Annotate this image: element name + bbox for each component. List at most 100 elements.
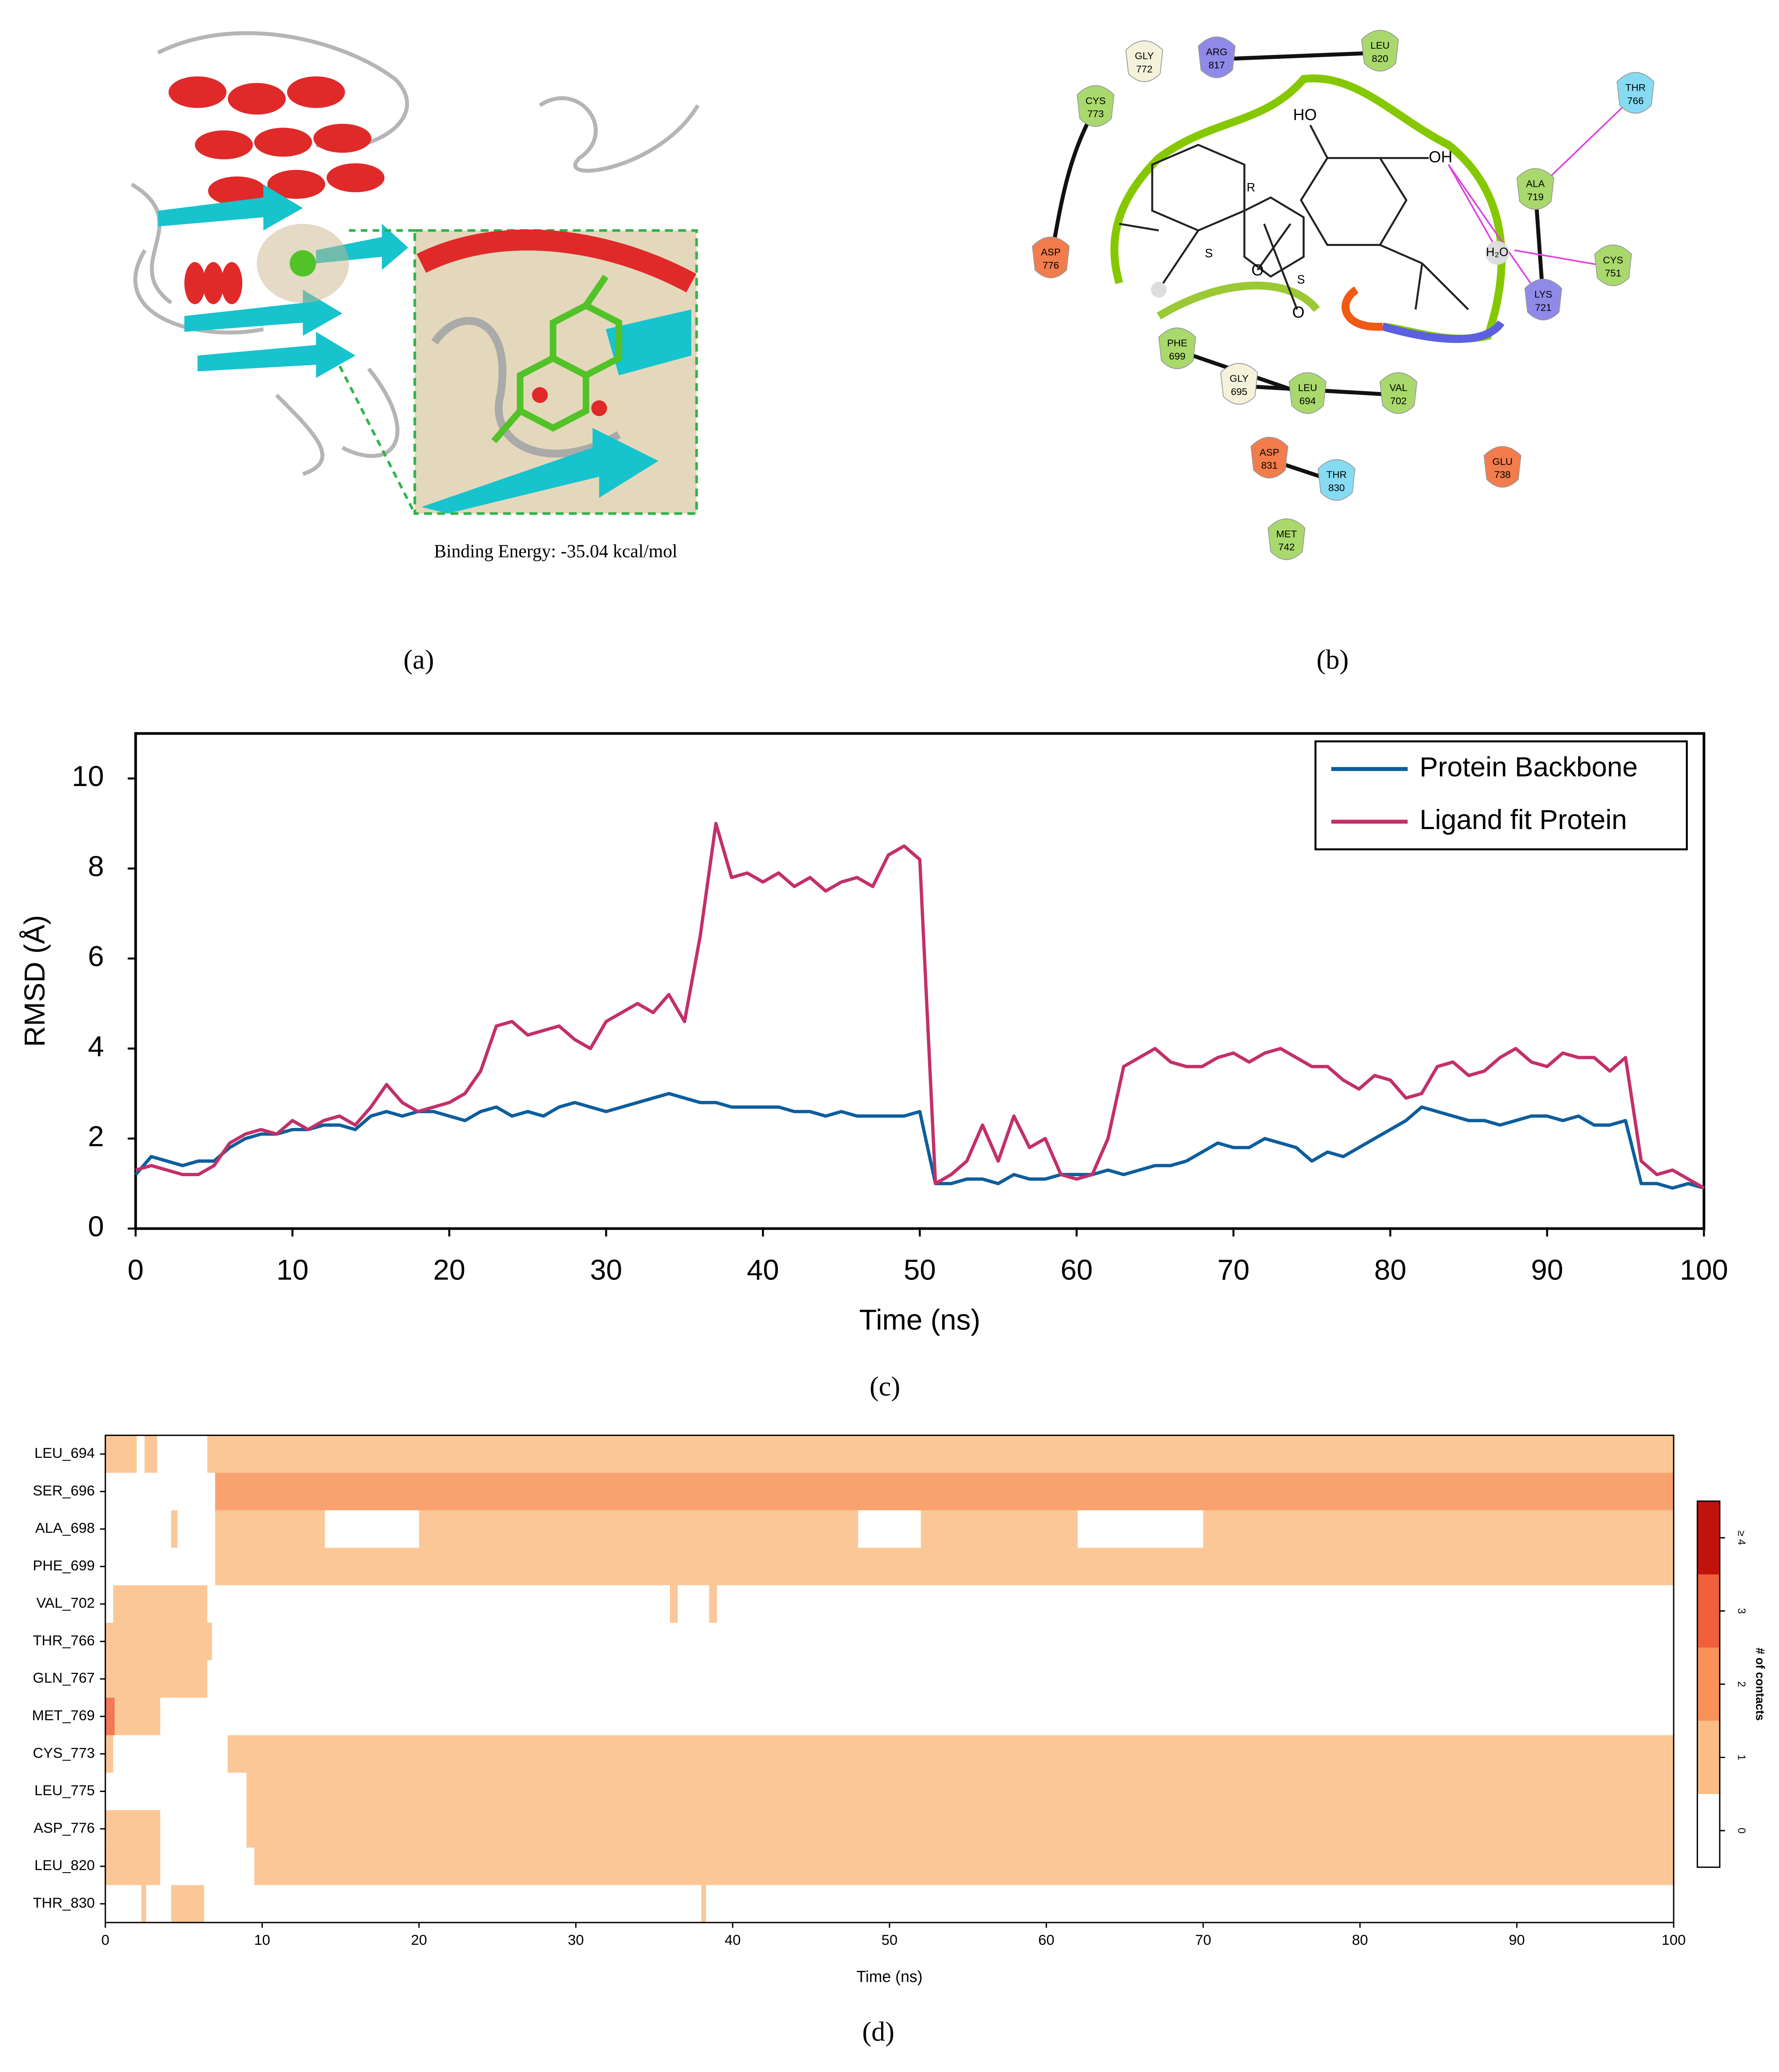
residue-number: 772 [1136,63,1152,74]
residue-name: THR [1326,469,1347,480]
residue [1198,37,1236,78]
contact-cell [105,1810,160,1848]
x-tick-label: 20 [433,1254,466,1286]
residue-number: 694 [1299,395,1316,406]
residue-name: ALA [1526,178,1545,189]
sheet [421,428,659,514]
contact-cell [709,1585,717,1623]
row-label: LEU_694 [34,1445,95,1461]
colorbar-tick-label: ≥ 4 [1735,1530,1747,1545]
x-tick-label: 100 [1680,1254,1728,1286]
contact-cell [207,1435,1674,1473]
residue-name: GLY [1135,50,1154,61]
contact-cell [215,1548,1674,1585]
residue-number: 721 [1535,302,1551,313]
caption: Binding Energy: -35.04 kcal/mol [434,542,678,562]
oxygen [591,400,607,416]
helices [168,76,385,304]
residue-number: 738 [1494,469,1511,480]
x-tick-label: 0 [128,1254,144,1286]
y-axis-label: RMSD (Å) [18,915,51,1047]
residue-number: 831 [1261,460,1277,471]
colorbar-tick-label: 1 [1735,1755,1747,1761]
residue-number: 766 [1627,95,1643,106]
contact-cell [921,1510,1078,1548]
row-label: ASP_776 [34,1820,95,1836]
panel-label: (d) [862,2017,895,2047]
residue [1158,327,1196,369]
atom-label: S [1205,246,1213,260]
residue-number: 702 [1390,395,1407,406]
row-label: PHE_699 [33,1558,95,1574]
zoom-line [338,365,416,514]
residue [1617,72,1654,114]
contact-cell [246,1772,1674,1810]
row-label: GLN_767 [33,1670,95,1686]
residue-name: CYS [1086,95,1106,106]
contact-cell [141,1885,147,1923]
series-line [134,1092,1705,1190]
x-tick-label: 30 [568,1932,584,1948]
contact-cell [171,1510,178,1548]
x-tick-label: 70 [1195,1932,1211,1948]
residue-number: 751 [1605,268,1621,279]
row-label: SER_696 [33,1483,95,1499]
legend-label: Ligand fit Protein [1420,804,1627,835]
x-axis-label: Time (ns) [859,1304,981,1336]
x-tick-label: 60 [1060,1254,1093,1286]
panel-label: (b) [1316,644,1349,675]
x-tick-label: 80 [1352,1932,1368,1948]
colorbar-tick-label: 3 [1735,1608,1747,1614]
residue-name: GLY [1230,373,1249,384]
atom-label: OH [1429,148,1452,165]
contact-cell [246,1810,1674,1848]
residue [1267,518,1305,560]
residue [1516,168,1554,210]
series-line [135,821,1705,1190]
y-tick-label: 10 [72,760,104,793]
residue-number: 776 [1043,260,1059,271]
residue [1220,363,1258,405]
residue [1289,372,1326,414]
x-tick-label: 40 [725,1932,740,1948]
atom-label: O [1292,303,1304,321]
row-label: THR_830 [33,1895,95,1911]
residue-number: 699 [1169,351,1185,361]
contact-cell [1203,1510,1674,1548]
y-tick-label: 2 [88,1120,104,1153]
contact-cell [670,1585,678,1623]
contact-cell [105,1698,115,1735]
contact-cell [115,1698,160,1735]
row-label: THR_766 [33,1632,95,1648]
residue [1361,30,1399,72]
colorbar-swatch [1697,1647,1720,1721]
contact-cell [701,1885,706,1923]
residue-number: 830 [1328,482,1345,493]
pocket-outline [1381,320,1504,343]
x-tick-label: 80 [1374,1254,1407,1286]
residue [1379,372,1418,414]
residue-number: 817 [1209,60,1225,71]
x-tick-label: 70 [1217,1254,1250,1286]
x-tick-label: 30 [590,1254,623,1286]
residue [1251,437,1288,479]
x-tick-label: 20 [411,1932,427,1948]
x-tick-label: 60 [1038,1932,1054,1948]
atom-label: H₂O [1486,245,1508,259]
contact-cell [113,1585,207,1623]
residue [1125,40,1163,82]
y-tick-label: 8 [88,850,104,882]
residue-name: CYS [1603,254,1623,265]
residue [1318,459,1355,501]
pocket-outline [1342,286,1383,331]
contact-cell [105,1435,137,1473]
atom-label: S [1297,273,1305,286]
residue-name: LEU [1298,382,1317,393]
residue [1077,85,1114,127]
interaction-diagram [1049,50,1636,484]
contact-cell [105,1660,207,1698]
row-label: ALA_698 [35,1520,95,1536]
residue [1483,446,1522,488]
x-tick-label: 100 [1661,1932,1686,1948]
contact-cell [419,1510,858,1548]
